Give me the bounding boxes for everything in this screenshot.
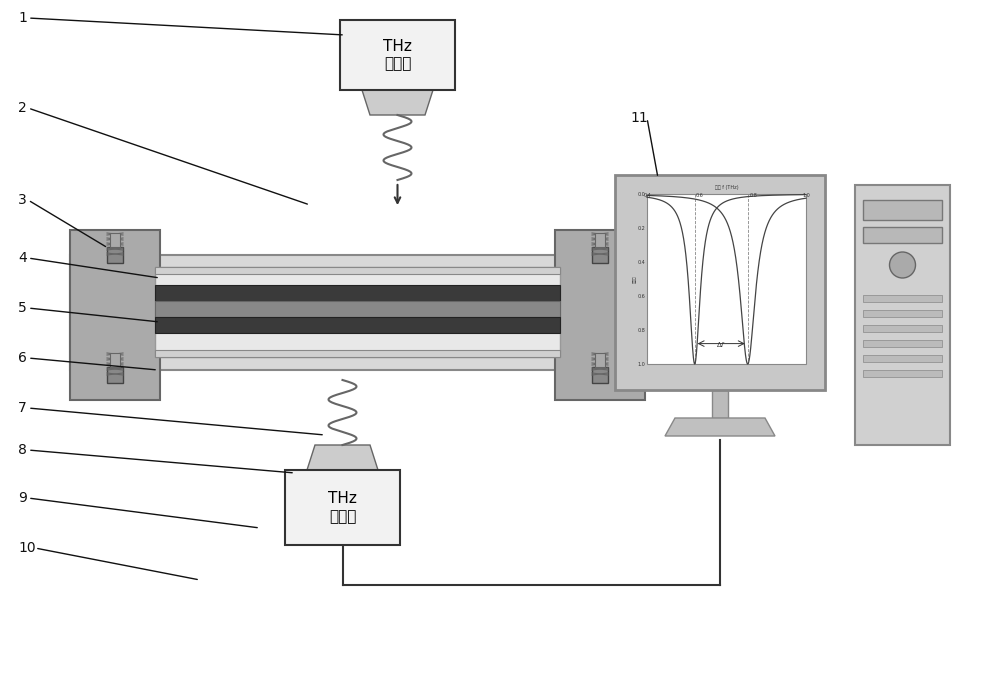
Polygon shape bbox=[307, 445, 378, 470]
Bar bbox=[70, 255, 645, 370]
Bar bbox=[285, 470, 400, 545]
Bar bbox=[863, 355, 942, 362]
Bar bbox=[863, 340, 942, 347]
Text: 11: 11 bbox=[630, 111, 648, 125]
Text: 9: 9 bbox=[18, 491, 27, 505]
Bar bbox=[155, 317, 560, 333]
Text: 0.0: 0.0 bbox=[637, 192, 645, 197]
Text: 10: 10 bbox=[18, 541, 36, 555]
Text: 透射率: 透射率 bbox=[633, 275, 637, 283]
Text: 0.8: 0.8 bbox=[637, 328, 645, 332]
Text: 0.2: 0.2 bbox=[637, 226, 645, 231]
Bar bbox=[110, 353, 120, 367]
Text: 4: 4 bbox=[18, 251, 27, 265]
Circle shape bbox=[890, 252, 916, 278]
Text: 6: 6 bbox=[18, 351, 27, 365]
Bar bbox=[615, 175, 825, 390]
Bar bbox=[107, 367, 123, 383]
Bar bbox=[70, 230, 160, 400]
Text: $\Delta f$: $\Delta f$ bbox=[716, 339, 726, 348]
Text: THz
探测器: THz 探测器 bbox=[328, 491, 357, 523]
Bar bbox=[155, 285, 560, 301]
Bar bbox=[155, 350, 560, 357]
Text: 0.6: 0.6 bbox=[696, 193, 704, 198]
Bar bbox=[863, 227, 942, 243]
Text: 1: 1 bbox=[18, 11, 27, 25]
Text: 频率 f (THz): 频率 f (THz) bbox=[715, 185, 738, 190]
Bar bbox=[155, 301, 560, 317]
Bar bbox=[592, 367, 608, 383]
Text: 2: 2 bbox=[18, 101, 27, 115]
Text: 1.0: 1.0 bbox=[637, 362, 645, 367]
Bar bbox=[155, 267, 560, 357]
Text: THz
发射器: THz 发射器 bbox=[383, 39, 412, 71]
Polygon shape bbox=[362, 90, 433, 115]
Text: 5: 5 bbox=[18, 301, 27, 315]
Text: 0.8: 0.8 bbox=[749, 193, 757, 198]
Bar bbox=[863, 295, 942, 302]
Text: 0.4: 0.4 bbox=[637, 259, 645, 264]
Text: 8: 8 bbox=[18, 443, 27, 457]
Polygon shape bbox=[665, 418, 775, 436]
Bar bbox=[595, 353, 605, 367]
Bar bbox=[647, 194, 806, 364]
Text: 0.4: 0.4 bbox=[643, 193, 651, 198]
Bar bbox=[340, 20, 455, 90]
Bar bbox=[863, 370, 942, 377]
Bar bbox=[592, 247, 608, 263]
Text: 0.6: 0.6 bbox=[637, 293, 645, 298]
Bar bbox=[555, 230, 645, 400]
Bar bbox=[595, 233, 605, 247]
Bar bbox=[155, 267, 560, 274]
Bar bbox=[855, 185, 950, 445]
Bar bbox=[110, 233, 120, 247]
Text: 1.0: 1.0 bbox=[802, 193, 810, 198]
Text: 7: 7 bbox=[18, 401, 27, 415]
Bar bbox=[107, 247, 123, 263]
Bar bbox=[863, 200, 942, 220]
Bar bbox=[863, 325, 942, 332]
Bar bbox=[863, 310, 942, 317]
Bar bbox=[712, 390, 728, 418]
Text: 3: 3 bbox=[18, 193, 27, 207]
